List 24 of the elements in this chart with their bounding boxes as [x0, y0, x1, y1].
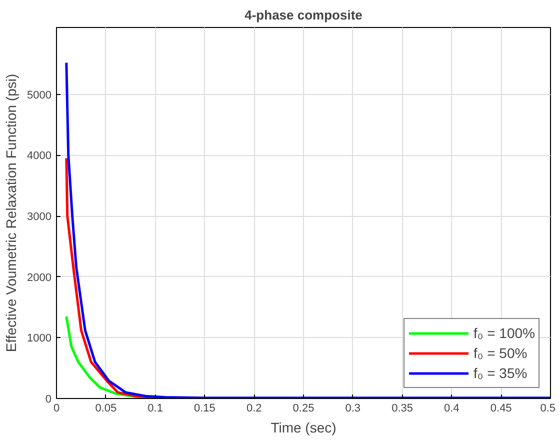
y-tick-label: 3000 — [27, 211, 52, 224]
y-axis-title: Effective Voumetric Relaxation Function (psi) — [3, 74, 20, 352]
x-tick-label: 0.35 — [392, 402, 414, 414]
y-tick-label: 5000 — [27, 89, 52, 102]
legend-label: f₀ = 35% — [474, 365, 528, 381]
y-tick-label: 2000 — [27, 272, 52, 284]
legend-label: f₀ = 100% — [474, 325, 535, 341]
y-tick-label: 0 — [45, 394, 52, 406]
x-tick-label: 0.5 — [540, 402, 556, 414]
x-axis-title: Time (sec) — [270, 420, 336, 436]
y-tick-label: 1000 — [27, 332, 52, 345]
x-tick-label: 0.15 — [194, 402, 216, 414]
chart-title: 4-phase composite — [244, 8, 362, 22]
x-tick-label: 0.4 — [444, 402, 460, 414]
x-tick-label: 0.1 — [148, 402, 163, 414]
line-series — [65, 62, 550, 398]
x-tick-label: 0.45 — [490, 402, 512, 414]
legend-label: f₀ = 50% — [474, 345, 528, 361]
y-tick-label: 4000 — [27, 150, 52, 162]
x-tick-label: 0 — [53, 402, 60, 414]
x-tick-label: 0.25 — [292, 402, 314, 414]
x-tick-label: 0.2 — [246, 402, 262, 414]
x-tick-label: 0.3 — [345, 402, 361, 414]
x-tick-label: 0.05 — [95, 402, 117, 414]
